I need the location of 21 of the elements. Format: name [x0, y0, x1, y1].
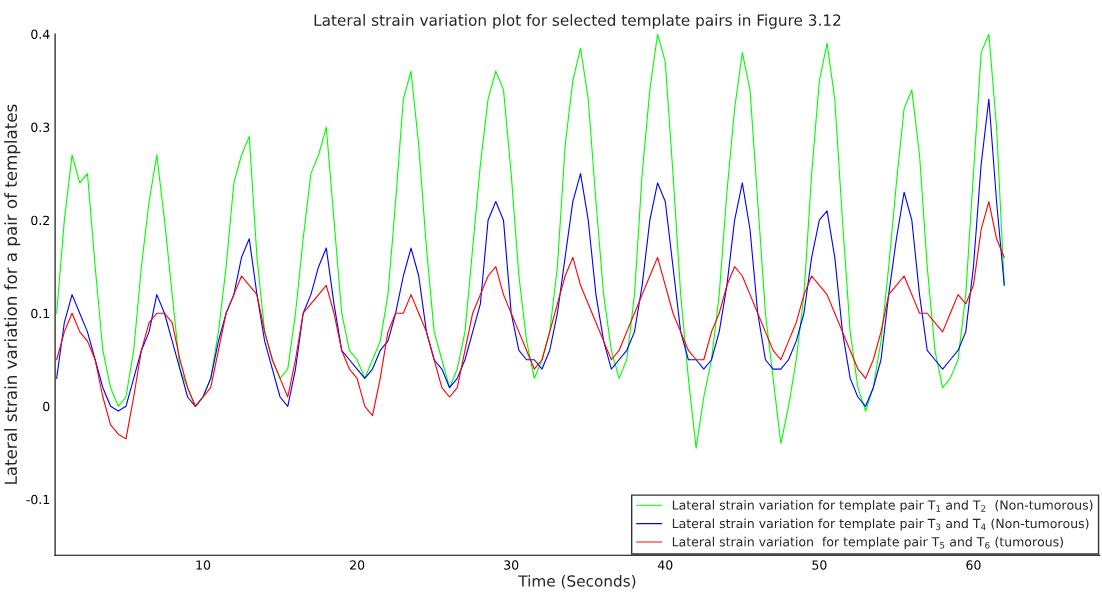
legend-label: Lateral strain variation for template pair T$_{3}$ and T$_{4}$ (Non-tumorous)	[672, 518, 1089, 531]
y-tick-label: -0.1	[26, 494, 50, 505]
y-tick-label: 0	[43, 401, 50, 412]
x-tick-label: 20	[350, 560, 365, 570]
x-tick-label: 30	[504, 560, 519, 570]
x-axis-title: Time (Seconds)	[518, 574, 636, 589]
line-series	[56, 98, 1005, 412]
chart-title: Lateral strain variation plot for selected template pairs in Figure 3.12	[314, 14, 841, 29]
y-tick-label: 0.3	[31, 122, 50, 133]
x-tick-label: 40	[657, 560, 673, 570]
y-tick-label: 0.4	[31, 29, 50, 39]
legend-label: Lateral strain variation for template pair T$_{5}$ and T$_{6}$ (tumorous)	[672, 536, 1063, 549]
x-tick-label: 10	[196, 560, 211, 570]
line-series	[56, 34, 1005, 449]
legend-label: Lateral strain variation for template pair T$_{1}$ and T$_{2}$ (Non-tumorous)	[672, 500, 1093, 513]
x-tick-label: 60	[966, 560, 981, 570]
y-tick-label: 0.1	[31, 308, 50, 319]
y-axis-title: Lateral strain variation for a pair of templates	[4, 104, 21, 484]
y-tick-label: 0.2	[31, 215, 49, 226]
line-series	[56, 200, 1005, 440]
x-tick-label: 50	[812, 560, 827, 570]
